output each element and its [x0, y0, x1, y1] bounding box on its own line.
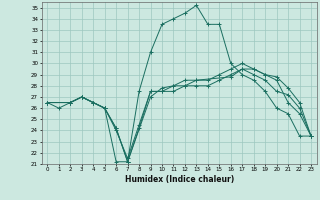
X-axis label: Humidex (Indice chaleur): Humidex (Indice chaleur) — [124, 175, 234, 184]
